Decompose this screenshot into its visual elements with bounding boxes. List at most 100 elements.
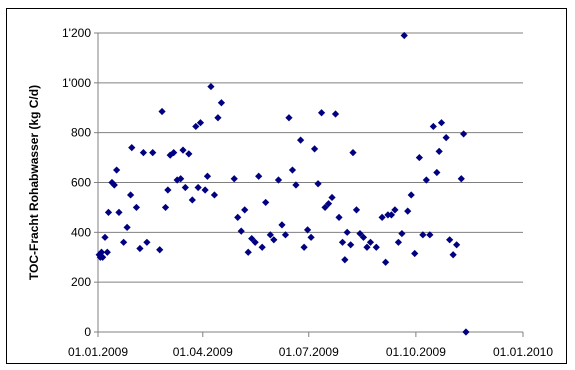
data-point <box>433 168 441 177</box>
data-point <box>281 231 290 239</box>
y-axis-title: TOC-Fracht Rohabwasser (kg C/d) <box>27 85 41 280</box>
data-point <box>127 191 135 199</box>
grid-layer <box>98 32 523 283</box>
data-point <box>303 226 312 234</box>
data-point <box>278 221 286 229</box>
data-point <box>285 114 293 122</box>
data-point <box>387 211 396 219</box>
data-point <box>158 107 166 116</box>
data-point <box>248 234 256 243</box>
data-point <box>258 243 266 251</box>
data-point <box>241 206 249 214</box>
x-tick-label: 01.04.2009 <box>173 345 233 359</box>
data-point <box>411 249 419 258</box>
data-point <box>453 241 461 249</box>
data-point <box>179 146 187 154</box>
y-tick-label: 600 <box>71 176 91 190</box>
data-point <box>196 119 205 127</box>
data-point <box>394 238 403 246</box>
x-tick-label: 01.01.2009 <box>68 345 128 359</box>
data-point <box>104 208 113 216</box>
data-point <box>435 147 443 155</box>
data-point <box>297 136 305 144</box>
data-point <box>462 328 470 336</box>
y-tick-label: 400 <box>71 225 91 239</box>
data-point <box>207 82 215 91</box>
data-point <box>139 149 148 157</box>
data-point <box>460 130 468 138</box>
data-point <box>203 172 212 180</box>
y-tick-label: 800 <box>71 126 91 140</box>
x-tick-label: 01.10.2009 <box>386 345 446 359</box>
data-point <box>359 233 368 241</box>
data-point <box>300 243 308 251</box>
data-point <box>136 244 144 253</box>
data-point <box>328 193 336 202</box>
data-point <box>230 175 238 183</box>
data-point <box>324 200 333 208</box>
data-point <box>234 213 242 221</box>
data-point <box>415 153 423 162</box>
data-point <box>356 229 364 238</box>
data-point <box>103 248 111 256</box>
data-point <box>407 191 415 199</box>
data-point <box>419 231 427 239</box>
data-point <box>161 203 170 212</box>
data-point <box>266 231 274 239</box>
chart-frame <box>6 8 567 364</box>
data-point <box>288 166 297 174</box>
data-point <box>251 238 259 246</box>
data-point <box>404 207 412 215</box>
data-point <box>437 119 446 127</box>
data-point <box>270 236 278 244</box>
data-point <box>99 253 107 261</box>
data-point <box>170 149 178 157</box>
data-point <box>217 99 226 107</box>
data-point <box>214 114 222 122</box>
data-point <box>156 246 164 254</box>
data-point <box>192 122 200 131</box>
data-point <box>177 175 185 183</box>
data-point <box>255 172 263 180</box>
data-point <box>123 223 131 231</box>
data-point <box>321 203 329 212</box>
data-point <box>422 176 430 184</box>
data-point <box>446 236 454 244</box>
data-point <box>343 228 351 236</box>
data-point <box>391 206 399 214</box>
data-point <box>338 238 347 246</box>
data-point <box>442 134 450 142</box>
data-point <box>115 208 123 216</box>
data-point <box>274 176 283 184</box>
data-point <box>366 238 375 246</box>
data-point <box>164 186 172 194</box>
data-point <box>237 227 245 235</box>
data-point <box>429 122 437 131</box>
data-point <box>185 150 193 158</box>
data-point <box>372 243 380 251</box>
data-point <box>317 109 326 117</box>
y-tick-label: 1'000 <box>62 76 91 90</box>
data-point <box>347 241 355 249</box>
data-point <box>292 181 300 189</box>
data-point <box>244 248 252 256</box>
data-point <box>149 149 157 157</box>
data-point <box>349 149 357 157</box>
data-point <box>400 31 408 40</box>
data-point <box>307 233 315 241</box>
data-point <box>201 186 209 194</box>
y-tick-label: 0 <box>84 325 91 339</box>
data-point <box>352 206 361 214</box>
data-point <box>120 238 128 246</box>
data-point <box>143 238 151 246</box>
axis-layer <box>94 32 524 337</box>
x-tick-label: 01.01.2010 <box>493 345 553 359</box>
y-tick-label: 1'200 <box>62 26 91 40</box>
data-point <box>335 213 343 221</box>
data-point <box>378 213 386 221</box>
data-point <box>97 248 106 256</box>
data-point <box>262 198 270 207</box>
data-point <box>132 203 141 212</box>
y-tick-label: 200 <box>71 275 91 289</box>
data-point <box>426 231 434 239</box>
